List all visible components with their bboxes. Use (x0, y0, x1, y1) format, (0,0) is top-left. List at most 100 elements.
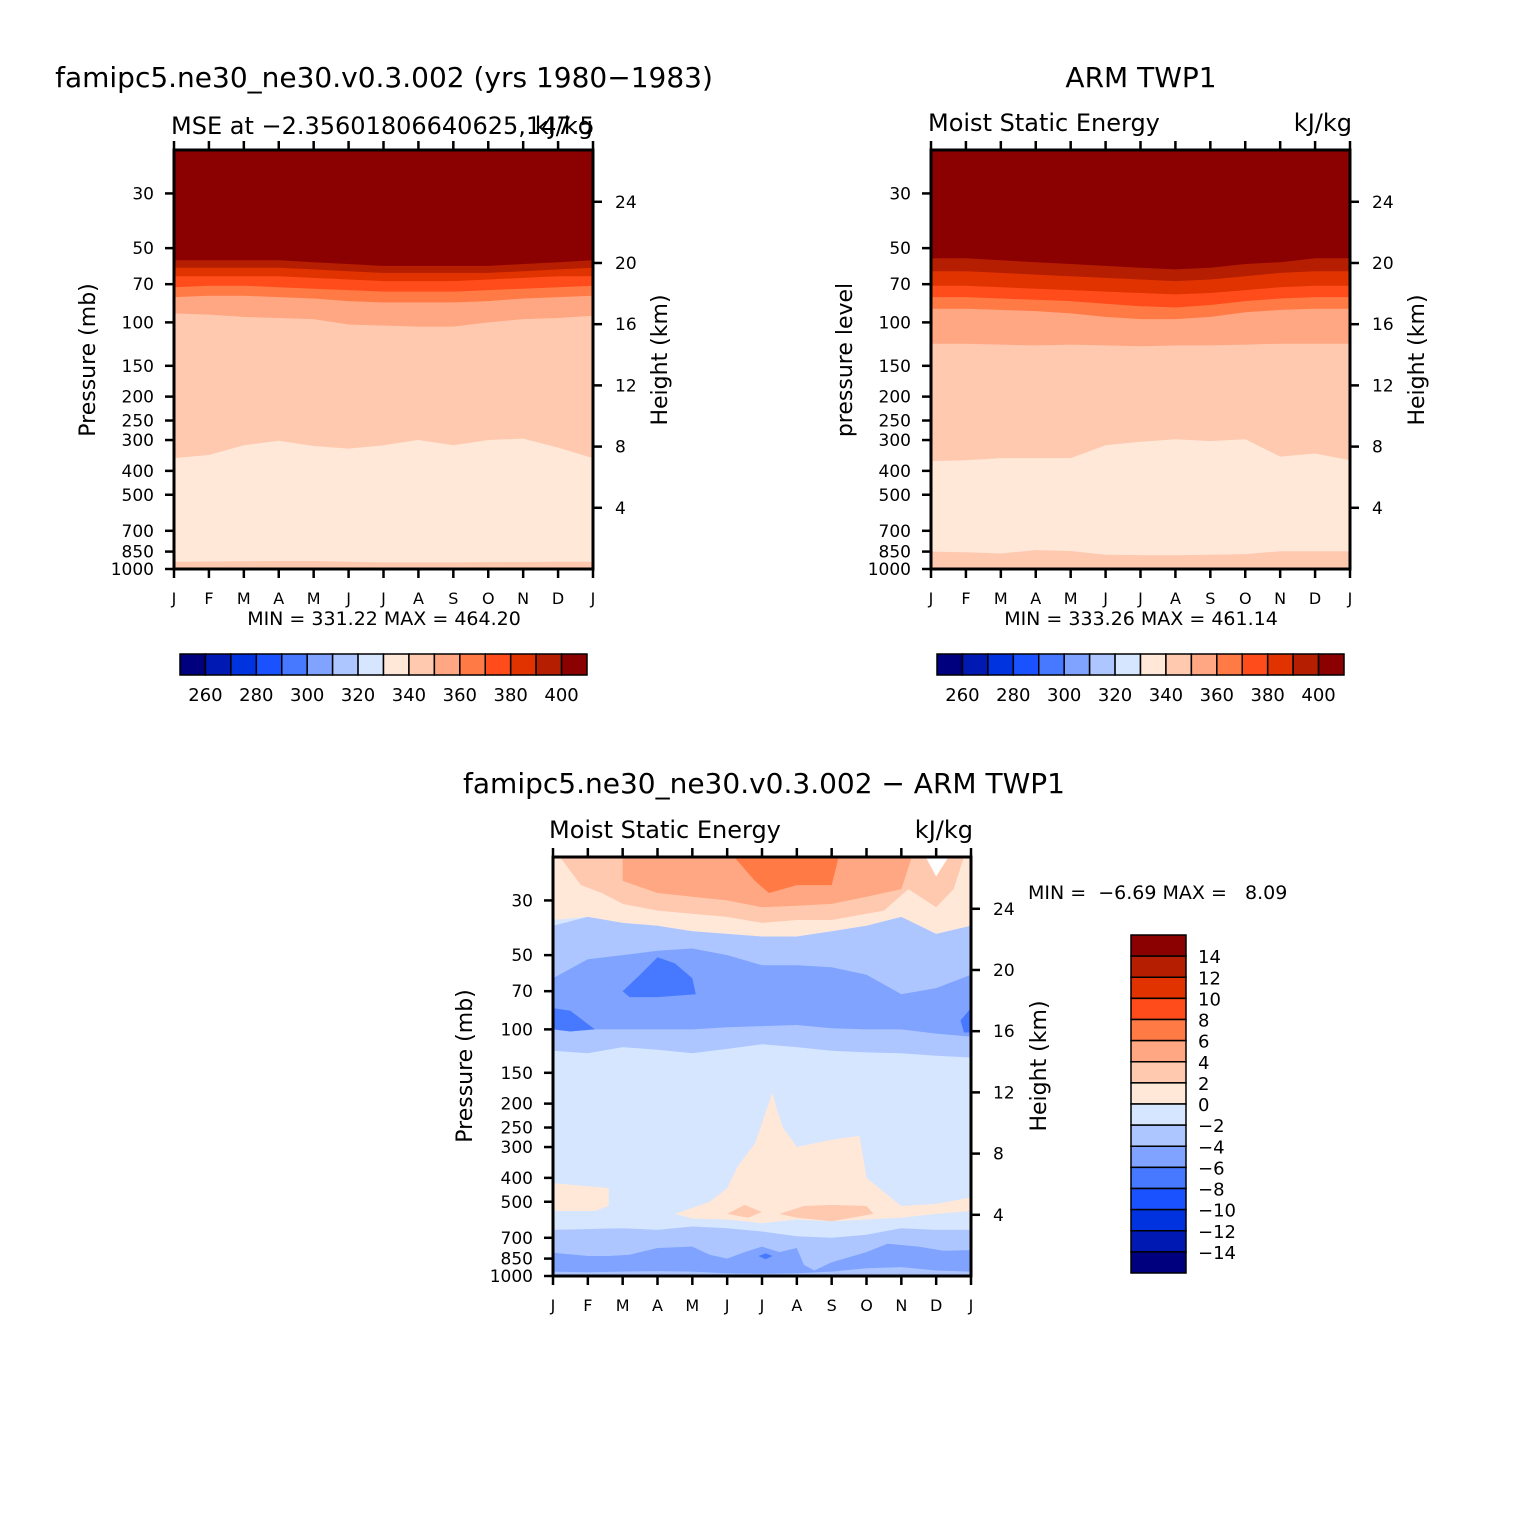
colorbar-label: 8 (1198, 1011, 1209, 1032)
colorbar-swatch (1130, 1061, 1187, 1084)
y2-tick-label: 24 (1372, 193, 1394, 213)
colorbar-swatch (1130, 1018, 1187, 1042)
y2-tick-label: 8 (993, 1145, 1004, 1165)
y-tick-label: 700 (122, 522, 154, 542)
y-tick-label: 50 (889, 239, 911, 259)
contour-fill (931, 150, 1350, 569)
y2-axis-label: Height (km) (1405, 294, 1430, 425)
x-tick-label: J (380, 589, 386, 608)
colorbar-label: 6 (1198, 1032, 1209, 1053)
y-tick-label: 200 (122, 388, 154, 408)
y-tick-label: 700 (501, 1229, 533, 1249)
y-tick-label: 850 (122, 543, 154, 563)
colorbar-label: 340 (392, 685, 426, 706)
colorbar-label: 300 (1047, 685, 1081, 706)
colorbar-label: −2 (1198, 1116, 1225, 1137)
colorbar-swatch (535, 653, 563, 676)
colorbar-swatch (1165, 653, 1193, 676)
colorbar-label: 360 (1200, 685, 1234, 706)
x-tick-label: A (791, 1296, 802, 1315)
contour-region (553, 1243, 971, 1274)
colorbar-label: 12 (1198, 968, 1221, 989)
colorbar-swatch (204, 653, 232, 676)
min-max-readout: MIN = −6.69 MAX = 8.09 (1028, 882, 1287, 904)
panel-left-label: Moist Static Energy (549, 816, 781, 844)
y-tick-label: 70 (511, 982, 533, 1002)
contour-band (174, 561, 593, 569)
y2-tick-label: 4 (615, 499, 626, 519)
colorbar-swatch (357, 653, 385, 676)
x-tick-label: J (759, 1296, 765, 1315)
colorbar-swatch (1130, 997, 1187, 1021)
colorbar-swatch (1088, 653, 1116, 676)
x-tick-label: A (413, 589, 424, 608)
panel-title: famipc5.ne30_ne30.v0.3.002 − ARM TWP1 (463, 767, 1065, 800)
colorbar-swatch (331, 653, 359, 676)
y-axis-label: Pressure (mb) (453, 989, 478, 1143)
y-tick-label: 150 (122, 357, 154, 377)
colorbar-swatch (1012, 653, 1040, 676)
y-tick-label: 200 (501, 1095, 533, 1115)
colorbar-swatch (281, 653, 308, 676)
y2-tick-label: 12 (993, 1083, 1015, 1103)
y2-tick-label: 4 (993, 1206, 1004, 1226)
colorbar-label: 320 (1098, 685, 1132, 706)
contour-region (553, 1183, 609, 1211)
x-tick-label: J (968, 1296, 974, 1315)
colorbar-label: 4 (1198, 1053, 1209, 1074)
y-tick-label: 300 (879, 431, 911, 451)
colorbar-swatch (1038, 653, 1065, 676)
colorbar-label: 2 (1198, 1074, 1209, 1095)
colorbar-label: 400 (544, 685, 578, 706)
y2-tick-label: 24 (993, 900, 1015, 920)
panel-units: kJ/kg (915, 816, 973, 844)
min-max-readout: MIN = 333.26 MAX = 461.14 (1004, 608, 1278, 630)
x-tick-label: F (583, 1296, 592, 1315)
colorbar-swatch (936, 653, 964, 676)
y2-tick-label: 20 (993, 961, 1015, 981)
y-tick-label: 400 (122, 462, 154, 482)
colorbar-swatch (459, 653, 486, 676)
y-tick-label: 250 (122, 412, 154, 432)
colorbar-swatch (230, 653, 258, 676)
x-tick-label: J (724, 1296, 730, 1315)
colorbar-swatch (1317, 653, 1345, 676)
colorbar-label: 320 (341, 685, 375, 706)
y2-axis-label: Height (km) (648, 294, 673, 425)
colorbar-swatch (306, 653, 334, 676)
panel-title: ARM TWP1 (1065, 61, 1216, 94)
y2-tick-label: 16 (615, 315, 637, 335)
x-tick-label: M (307, 589, 321, 608)
x-tick-label: M (1064, 589, 1078, 608)
y-tick-label: 30 (889, 184, 911, 204)
colorbar-label: 280 (239, 685, 273, 706)
colorbar-label: 280 (996, 685, 1030, 706)
x-tick-label: M (685, 1296, 699, 1315)
y2-tick-label: 24 (615, 193, 637, 213)
y-tick-label: 70 (132, 275, 154, 295)
y2-tick-label: 8 (1372, 438, 1383, 458)
x-tick-label: J (1102, 589, 1108, 608)
contour-region (553, 1008, 595, 1032)
colorbar-label: 0 (1198, 1095, 1209, 1116)
colorbar-label: −12 (1198, 1222, 1236, 1243)
x-tick-label: J (590, 589, 596, 608)
contour-region (960, 1008, 971, 1033)
y-tick-label: 500 (122, 486, 154, 506)
y2-tick-label: 8 (615, 438, 626, 458)
x-tick-label: A (1030, 589, 1041, 608)
y-tick-label: 850 (879, 543, 911, 563)
y2-tick-label: 20 (615, 254, 637, 274)
contour-fill (553, 857, 971, 1276)
colorbar-swatch (1130, 955, 1187, 978)
y-tick-label: 850 (501, 1250, 533, 1270)
colorbar-swatch (1130, 1166, 1187, 1190)
colorbar-swatch (433, 653, 461, 676)
y-tick-label: 400 (879, 462, 911, 482)
y2-tick-label: 4 (1372, 499, 1383, 519)
y-tick-label: 1000 (490, 1267, 533, 1287)
colorbar-swatch (255, 653, 283, 676)
colorbar-label: 10 (1198, 989, 1221, 1010)
